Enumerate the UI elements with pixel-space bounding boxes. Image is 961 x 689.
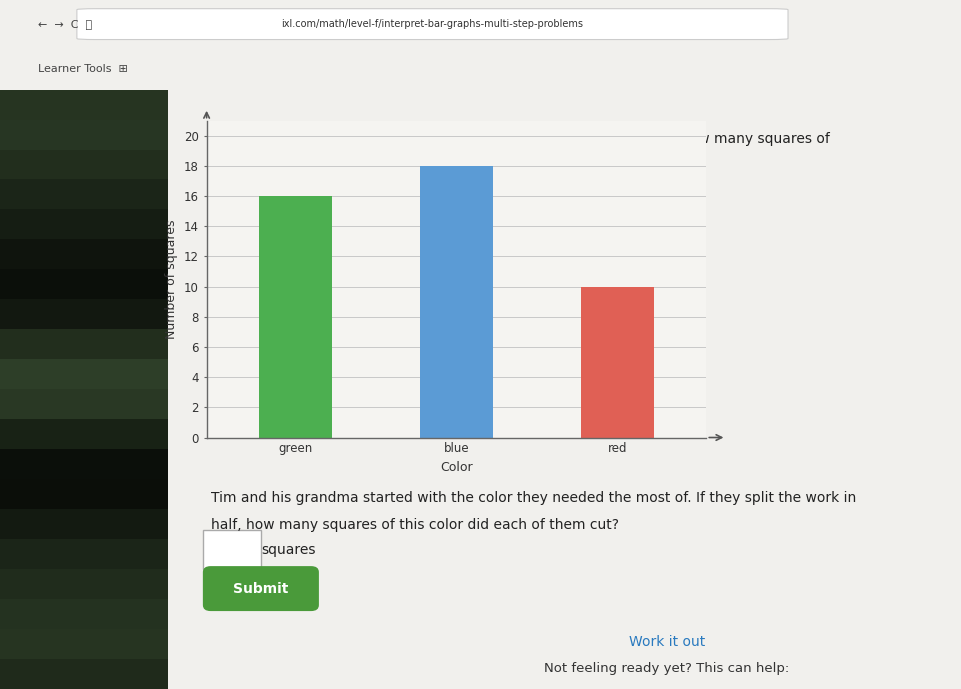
- FancyBboxPatch shape: [0, 416, 168, 449]
- FancyBboxPatch shape: [77, 9, 788, 39]
- Bar: [420, 166, 493, 438]
- Text: Quilt squares: Quilt squares: [452, 183, 573, 198]
- Text: half, how many squares of this color did each of them cut?: half, how many squares of this color did…: [210, 518, 619, 532]
- FancyBboxPatch shape: [203, 530, 260, 569]
- FancyBboxPatch shape: [0, 656, 168, 689]
- FancyBboxPatch shape: [0, 176, 168, 209]
- FancyBboxPatch shape: [0, 626, 168, 659]
- FancyBboxPatch shape: [0, 87, 168, 120]
- FancyBboxPatch shape: [0, 536, 168, 569]
- FancyBboxPatch shape: [0, 207, 168, 240]
- Y-axis label: Number of squares: Number of squares: [165, 219, 179, 339]
- Text: Work it out: Work it out: [628, 635, 705, 649]
- FancyBboxPatch shape: [0, 296, 168, 329]
- Text: each color they needed.: each color they needed.: [210, 158, 379, 172]
- Text: Submit: Submit: [234, 582, 288, 596]
- FancyBboxPatch shape: [0, 387, 168, 419]
- FancyBboxPatch shape: [0, 327, 168, 360]
- FancyBboxPatch shape: [0, 356, 168, 389]
- FancyBboxPatch shape: [0, 147, 168, 180]
- Text: Learner Tools  ⊞: Learner Tools ⊞: [38, 64, 129, 74]
- Text: Tim and his grandma started with the color they needed the most of. If they spli: Tim and his grandma started with the col…: [210, 491, 856, 505]
- FancyBboxPatch shape: [203, 566, 319, 611]
- Text: ←  →  C  🔒: ← → C 🔒: [38, 19, 92, 29]
- FancyBboxPatch shape: [0, 236, 168, 269]
- FancyBboxPatch shape: [0, 566, 168, 599]
- FancyBboxPatch shape: [0, 506, 168, 539]
- FancyBboxPatch shape: [0, 267, 168, 299]
- FancyBboxPatch shape: [0, 476, 168, 509]
- Text: ixl.com/math/level-f/interpret-bar-graphs-multi-step-problems: ixl.com/math/level-f/interpret-bar-graph…: [282, 19, 583, 29]
- Text: Tim helped his grandma cut fabric for a quilt. The bar graph shows how many squa: Tim helped his grandma cut fabric for a …: [210, 132, 829, 145]
- FancyBboxPatch shape: [0, 596, 168, 629]
- Text: squares: squares: [260, 543, 315, 557]
- X-axis label: Color: Color: [440, 461, 473, 474]
- Text: Not feeling ready yet? This can help:: Not feeling ready yet? This can help:: [544, 662, 790, 675]
- Bar: [581, 287, 653, 438]
- Bar: [259, 196, 332, 438]
- FancyBboxPatch shape: [0, 446, 168, 480]
- FancyBboxPatch shape: [0, 116, 168, 150]
